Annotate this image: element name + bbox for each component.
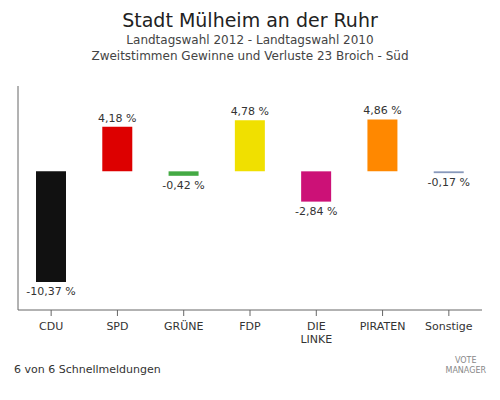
svg-text:Sonstige: Sonstige [425,320,473,333]
html-text:Stadt Mülheim an der Ruhr: Stadt Mülheim an der Ruhr [122,9,378,31]
html-text:Landtagswahl 2012 - Landtagswa: Landtagswahl 2012 - Landtagswahl 2010 [126,33,374,47]
html-text:6 von 6 Schnellmeldungen: 6 von 6 Schnellmeldungen [14,363,161,376]
svg-text:-0,17 %: -0,17 % [428,176,470,189]
svg-text:PIRATEN: PIRATEN [360,320,406,333]
svg-text:DIELINKE: DIELINKE [300,320,332,346]
svg-text:CDU: CDU [39,320,63,333]
svg-text:4,86 %: 4,86 % [363,104,401,117]
svg-text:4,78 %: 4,78 % [231,105,269,118]
svg-text:GRÜNE: GRÜNE [164,320,203,333]
html-text:VOTE MANAGER: VOTE MANAGER [445,356,486,375]
svg-text:4,18 %: 4,18 % [98,112,136,125]
svg-text:FDP: FDP [239,320,261,333]
svg-text:-0,42 %: -0,42 % [162,179,204,192]
svg-text:SPD: SPD [106,320,128,333]
html-text:Zweitstimmen Gewinne und Verlu: Zweitstimmen Gewinne und Verluste 23 Bro… [91,49,409,63]
svg-text:-2,84 %: -2,84 % [295,205,337,218]
svg-text:-10,37 %: -10,37 % [26,285,75,298]
